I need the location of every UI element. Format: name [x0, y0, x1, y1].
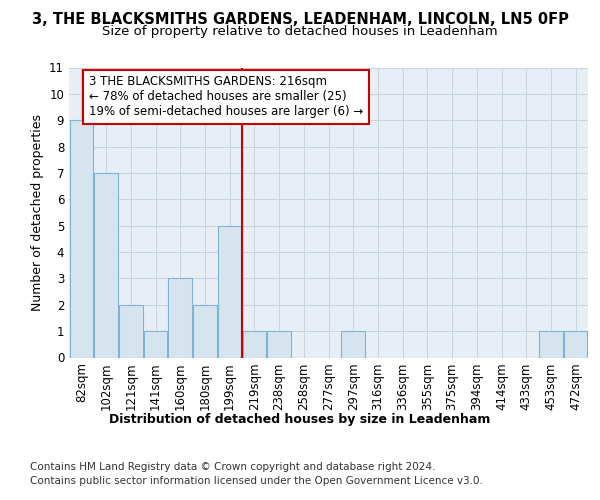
Text: Contains public sector information licensed under the Open Government Licence v3: Contains public sector information licen…: [30, 476, 483, 486]
Bar: [70, 120, 93, 358]
Bar: [193, 305, 217, 358]
Bar: [341, 331, 365, 357]
Text: Distribution of detached houses by size in Leadenham: Distribution of detached houses by size …: [109, 412, 491, 426]
Text: Contains HM Land Registry data © Crown copyright and database right 2024.: Contains HM Land Registry data © Crown c…: [30, 462, 436, 472]
Bar: [94, 173, 118, 358]
Text: Size of property relative to detached houses in Leadenham: Size of property relative to detached ho…: [102, 25, 498, 38]
Text: 3, THE BLACKSMITHS GARDENS, LEADENHAM, LINCOLN, LN5 0FP: 3, THE BLACKSMITHS GARDENS, LEADENHAM, L…: [32, 12, 568, 28]
Bar: [144, 331, 167, 357]
Bar: [539, 331, 563, 357]
Bar: [218, 226, 241, 358]
Bar: [564, 331, 587, 357]
Bar: [169, 278, 192, 357]
Bar: [119, 305, 143, 358]
Bar: [242, 331, 266, 357]
Bar: [268, 331, 291, 357]
Y-axis label: Number of detached properties: Number of detached properties: [31, 114, 44, 311]
Text: 3 THE BLACKSMITHS GARDENS: 216sqm
← 78% of detached houses are smaller (25)
19% : 3 THE BLACKSMITHS GARDENS: 216sqm ← 78% …: [89, 76, 363, 118]
